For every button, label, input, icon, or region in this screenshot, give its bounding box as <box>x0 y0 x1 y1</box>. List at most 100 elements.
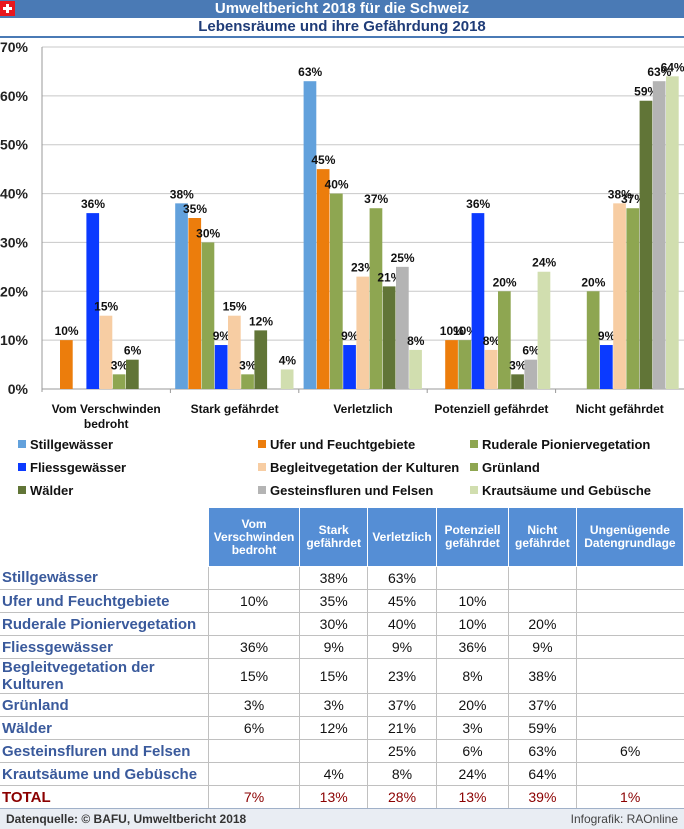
bar <box>112 374 126 389</box>
data-label: 40% <box>325 178 349 192</box>
table-cell <box>207 762 300 786</box>
table-row: Ufer und Feuchtgebiete 10% 35% 45% 10% <box>0 589 684 613</box>
table-cell: 9% <box>367 635 437 659</box>
bar <box>86 213 100 389</box>
legend-label: Wälder <box>30 482 74 498</box>
table-cell: 39% <box>507 785 577 809</box>
data-label: 9% <box>213 329 231 343</box>
data-label: 20% <box>581 275 605 289</box>
bar <box>316 169 330 389</box>
data-source: Datenquelle: © BAFU, Umweltbericht 2018 <box>6 812 247 826</box>
data-label: 20% <box>493 275 517 289</box>
bar <box>280 369 294 389</box>
table-cell: 28% <box>367 785 437 809</box>
table-cell: 63% <box>507 739 577 763</box>
table-cell: 15% <box>299 658 368 694</box>
table-cell: 45% <box>367 589 437 613</box>
bar <box>652 81 666 389</box>
row-label: Grünland <box>0 693 209 717</box>
table-row: Wälder 6% 12% 21% 3% 59% <box>0 716 684 740</box>
table-cell: 37% <box>507 693 577 717</box>
bar <box>99 315 113 389</box>
table-cell: 20% <box>507 612 577 636</box>
legend-item: Ufer und Feuchtgebiete <box>258 434 415 454</box>
legend-label: Krautsäume und Gebüsche <box>482 482 652 498</box>
table-cell <box>299 739 368 763</box>
legend-item: Fliessgewässer <box>18 457 126 477</box>
total-row: TOTAL 7% 13% 28% 13% 39% 1% <box>0 785 684 809</box>
bar <box>666 76 679 390</box>
table-cell: 64% <box>507 762 577 786</box>
table-cell: 20% <box>435 693 509 717</box>
table-row: Gesteinsfluren und Felsen 25% 6% 63% 6% <box>0 739 684 763</box>
column-header: Stark gefährdet <box>299 507 369 567</box>
chart-subtitle: Lebensräume und ihre Gefährdung 2018 <box>0 18 684 38</box>
x-tick-label: bedroht <box>84 417 129 431</box>
legend-swatch <box>18 440 26 448</box>
table-cell: 15% <box>207 658 300 694</box>
y-tick-label: 60% <box>0 88 29 104</box>
bar <box>511 374 524 389</box>
y-tick-label: 50% <box>0 137 29 153</box>
bar <box>626 208 640 389</box>
legend-label: Ufer und Feuchtgebiete <box>270 436 416 452</box>
table-cell <box>507 566 577 590</box>
legend-label: Begleitvegetation der Kulturen <box>270 459 460 475</box>
legend-label: Grünland <box>482 459 540 475</box>
table-cell: 40% <box>367 612 437 636</box>
bar <box>330 193 343 389</box>
footer: Datenquelle: © BAFU, Umweltbericht 2018 … <box>0 808 684 829</box>
table-cell: 7% <box>207 785 300 809</box>
data-label: 37% <box>621 192 645 206</box>
page-title: Umweltbericht 2018 für die Schweiz <box>214 0 470 17</box>
legend-item: Ruderale Pioniervegetation <box>470 434 650 454</box>
legend-swatch <box>258 463 266 471</box>
data-label: 21% <box>377 270 401 284</box>
table-cell: 35% <box>299 589 368 613</box>
legend-swatch <box>470 440 478 448</box>
data-label: 3% <box>509 358 527 372</box>
column-header: Verletzlich <box>367 507 437 567</box>
bar <box>126 359 139 389</box>
data-label: 3% <box>239 358 257 372</box>
infographic-credit: Infografik: RAOnline <box>570 812 678 826</box>
bar <box>241 374 254 389</box>
table-cell: 10% <box>435 589 509 613</box>
bar <box>524 359 538 389</box>
legend-item: Krautsäume und Gebüsche <box>470 480 651 500</box>
data-label: 63% <box>298 65 322 79</box>
table-cell: 21% <box>367 716 437 740</box>
bar <box>458 340 472 389</box>
table-cell <box>207 612 300 636</box>
bar <box>396 266 409 389</box>
legend-label: Ruderale Pioniervegetation <box>482 436 651 452</box>
table-cell: 59% <box>507 716 577 740</box>
table-cell <box>575 566 684 590</box>
table-cell: 30% <box>299 612 368 636</box>
legend-item: Begleitvegetation der Kulturen <box>258 457 459 477</box>
row-label: Begleitvegetation der Kulturen <box>0 658 209 694</box>
row-label: Wälder <box>0 716 209 740</box>
legend-item: Grünland <box>470 457 540 477</box>
data-label: 38% <box>170 187 194 201</box>
bar <box>586 291 600 389</box>
data-label: 36% <box>466 197 490 211</box>
row-label: Stillgewässer <box>0 566 209 590</box>
table-row: Ruderale Pioniervegetation 30% 40% 10% 20% <box>0 612 684 636</box>
bar <box>175 203 188 389</box>
y-tick-label: 70% <box>0 39 29 55</box>
legend-item: Stillgewässer <box>18 434 113 454</box>
data-label: 15% <box>94 300 118 314</box>
bar <box>343 345 356 389</box>
legend-item: Gesteinsfluren und Felsen <box>258 480 433 500</box>
table-cell: 10% <box>435 612 509 636</box>
legend-item: Wälder <box>18 480 73 500</box>
bar <box>201 242 215 389</box>
bar <box>484 349 498 389</box>
y-tick-label: 20% <box>0 283 29 299</box>
data-label: 30% <box>196 226 220 240</box>
bar <box>613 203 626 389</box>
data-label: 10% <box>55 324 79 338</box>
table-cell: 6% <box>435 739 509 763</box>
data-label: 3% <box>111 358 129 372</box>
